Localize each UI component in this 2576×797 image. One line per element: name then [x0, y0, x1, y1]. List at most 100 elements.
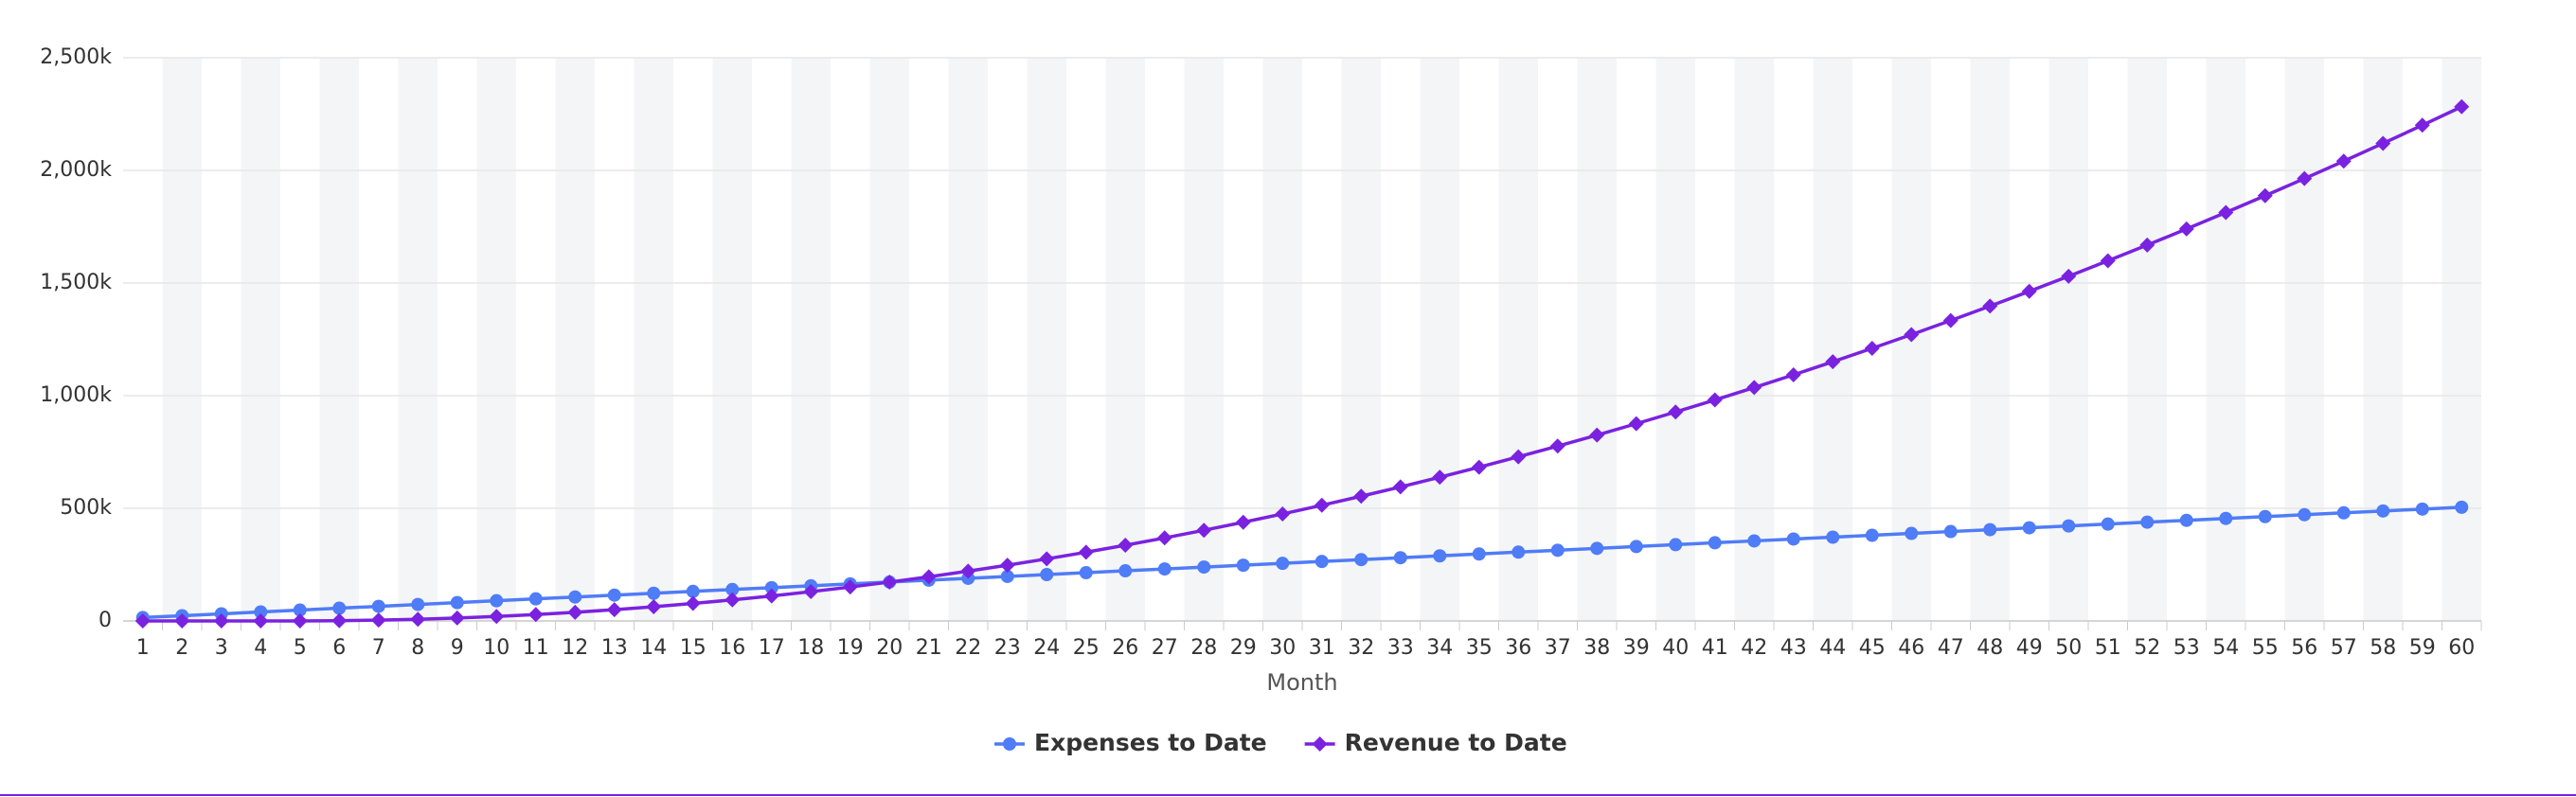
point [411, 597, 425, 611]
x-tick-label: 18 [797, 636, 824, 660]
point [999, 558, 1015, 574]
point [449, 610, 465, 626]
x-tick-label: 46 [1898, 636, 1924, 660]
point [724, 592, 741, 608]
x-tick-label: 5 [294, 636, 307, 660]
point [213, 613, 229, 629]
point [1864, 341, 1880, 357]
x-tick-label: 45 [1859, 636, 1886, 660]
point [2375, 135, 2391, 151]
x-tick-label: 44 [1819, 636, 1846, 660]
column-band [1341, 58, 1381, 621]
x-tick-label: 21 [916, 636, 942, 660]
x-tick-label: 60 [2448, 636, 2475, 660]
point [842, 579, 858, 595]
point [2298, 507, 2312, 522]
point [1825, 354, 1841, 370]
point [1628, 416, 1644, 432]
column-band [1420, 58, 1459, 621]
x-tick-label: 41 [1702, 636, 1728, 660]
point [763, 588, 779, 604]
column-band [398, 58, 438, 621]
x-tick-label: 11 [523, 636, 549, 660]
point [1392, 479, 1408, 495]
point [1079, 566, 1093, 580]
point [1236, 558, 1250, 573]
point [725, 582, 740, 596]
y-tick-label: 2,500k [40, 45, 112, 69]
column-band [1970, 58, 2010, 621]
x-tick-label: 58 [2370, 636, 2396, 660]
x-tick-label: 14 [640, 636, 667, 660]
column-band [712, 58, 752, 621]
column-band [241, 58, 280, 621]
x-tick-label: 30 [1269, 636, 1296, 660]
point [1315, 555, 1329, 569]
point [1276, 557, 1290, 571]
x-tick-label: 22 [955, 636, 981, 660]
point [803, 584, 819, 600]
point [1629, 540, 1643, 554]
point [1157, 562, 1172, 576]
point [764, 580, 778, 594]
column-band [476, 58, 516, 621]
column-band [948, 58, 988, 621]
point [332, 601, 347, 615]
x-tick-label: 4 [254, 636, 267, 660]
point [1590, 541, 1604, 556]
point [647, 586, 661, 600]
column-band [555, 58, 595, 621]
x-tick-label: 29 [1230, 636, 1257, 660]
point [2454, 98, 2470, 115]
point [174, 613, 190, 629]
x-tick-label: 59 [2409, 636, 2436, 660]
x-tick-label: 50 [2055, 636, 2082, 660]
point [253, 613, 269, 629]
x-tick-label: 56 [2291, 636, 2317, 660]
point [1707, 392, 1723, 408]
point [528, 592, 543, 606]
point [607, 588, 621, 602]
column-band [2442, 58, 2481, 621]
point [2179, 513, 2193, 527]
x-tick-label: 42 [1741, 636, 1767, 660]
point [1549, 438, 1565, 454]
legend-label: Expenses to Date [1034, 729, 1267, 756]
point [2101, 517, 2115, 531]
x-tick-label: 16 [719, 636, 745, 660]
x-tick-label: 10 [483, 636, 510, 660]
point [1312, 736, 1328, 752]
legend: Expenses to Date Revenue to Date [994, 729, 1567, 756]
point [2336, 505, 2351, 520]
point [685, 595, 701, 611]
point [1904, 327, 1920, 343]
x-tick-label: 2 [175, 636, 188, 660]
point [2061, 268, 2077, 284]
point [921, 569, 937, 585]
point [1826, 530, 1840, 544]
column-band [1262, 58, 1302, 621]
column-band [1813, 58, 1852, 621]
point [1000, 569, 1014, 583]
x-tick-label: 6 [332, 636, 346, 660]
point [567, 604, 583, 620]
x-tick-label: 40 [1662, 636, 1689, 660]
y-tick-label: 1,000k [40, 383, 112, 407]
point [2455, 500, 2469, 514]
column-band [319, 58, 359, 621]
point [1197, 560, 1211, 575]
point [490, 593, 504, 608]
point [1550, 543, 1565, 558]
x-tick-label: 54 [2212, 636, 2239, 660]
point [1943, 524, 1958, 539]
point [292, 613, 308, 629]
column-band [1577, 58, 1617, 621]
point [371, 599, 385, 613]
x-tick-label: 37 [1545, 636, 1571, 660]
point [606, 602, 622, 618]
point [331, 612, 348, 629]
x-tick-label: 33 [1387, 636, 1414, 660]
point [489, 609, 505, 625]
point [1668, 404, 1684, 420]
